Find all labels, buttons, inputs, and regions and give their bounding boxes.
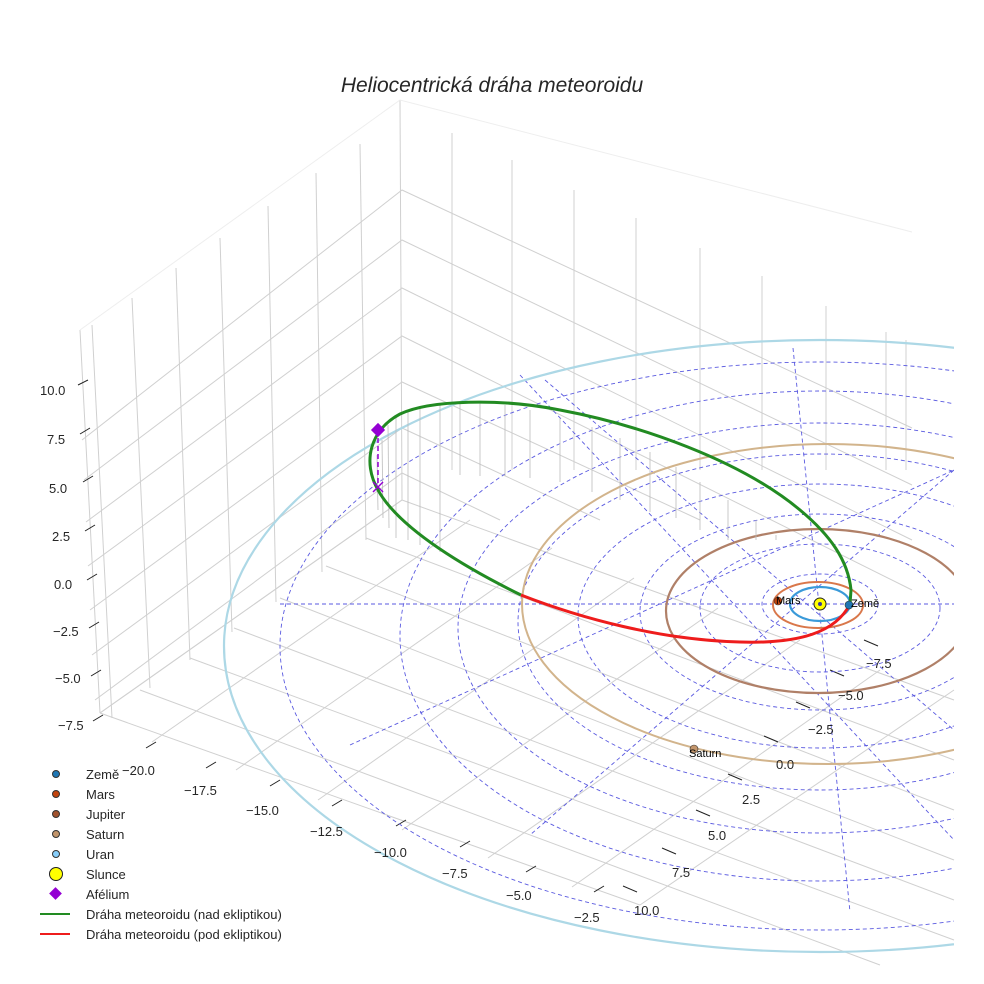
aphelion-diamond-icon	[49, 887, 62, 900]
y-tick-label: −5.0	[838, 688, 864, 703]
y-tick-label: 10.0	[634, 903, 660, 918]
saturn-orbit	[521, 443, 954, 765]
legend-item-jupiter[interactable]: Jupiter	[40, 804, 282, 824]
projection-lines	[376, 403, 777, 552]
x-tick-label: −12.5	[310, 824, 343, 839]
legend-item-sun[interactable]: Slunce	[40, 864, 282, 884]
y-tick-label: 0.0	[776, 757, 795, 772]
z-tick-label: 10.0	[40, 383, 66, 398]
jupiter-orbit	[664, 527, 954, 695]
uran-orbit	[223, 338, 954, 954]
mars-marker[interactable]	[773, 596, 783, 606]
earth-marker[interactable]	[844, 600, 854, 610]
sun-center-dot	[818, 602, 822, 606]
planet-orbits	[223, 338, 954, 954]
z-tick-label: −2.5	[53, 624, 79, 639]
legend-item-path-below[interactable]: Dráha meteoroidu (pod ekliptikou)	[40, 924, 282, 944]
y-tick-label: −2.5	[808, 722, 834, 737]
z-tick-label: −5.0	[55, 671, 81, 686]
mars-orbit	[772, 581, 864, 629]
x-tick-label: −7.5	[442, 866, 468, 881]
x-tick-label: −2.5	[574, 910, 600, 925]
z-tick-label: 0.0	[54, 577, 73, 592]
z-tick-label: 5.0	[49, 481, 68, 496]
legend-item-aphelion[interactable]: Afélium	[40, 884, 282, 904]
y-tick-label: 5.0	[708, 828, 727, 843]
aphelion-marker[interactable]	[370, 422, 386, 438]
tick-marks	[77, 379, 879, 893]
uran-dot-icon	[52, 850, 60, 858]
earth-label: Země	[851, 598, 879, 610]
legend: Země Mars Jupiter Saturn Uran Slunce Afé…	[40, 764, 282, 944]
sun-dot-icon	[49, 867, 63, 881]
green-line-icon	[40, 913, 70, 915]
x-tick-label: −20.0	[122, 763, 155, 778]
axes-grid	[79, 99, 955, 966]
x-tick-label: −15.0	[246, 803, 279, 818]
saturn-marker[interactable]	[689, 744, 699, 754]
axes-pane-edges	[79, 99, 913, 331]
earth-dot-icon	[52, 770, 60, 778]
z-tick-label: 2.5	[52, 529, 71, 544]
chart-title: Heliocentrická dráha meteoroidu	[340, 74, 644, 97]
saturn-label: Saturn	[689, 748, 721, 760]
meteoroid-path-below	[520, 593, 852, 644]
x-tick-label: −5.0	[506, 888, 532, 903]
x-tick-label: −17.5	[184, 783, 217, 798]
saturn-dot-icon	[52, 830, 60, 838]
red-line-icon	[40, 933, 70, 935]
legend-item-path-above[interactable]: Dráha meteoroidu (nad ekliptikou)	[40, 904, 282, 924]
aphelion-projection-x-icon	[372, 481, 384, 493]
jupiter-dot-icon	[52, 810, 60, 818]
z-tick-label: −7.5	[58, 718, 84, 733]
y-tick-label: 2.5	[742, 792, 761, 807]
meteoroid-path-above	[368, 400, 853, 605]
y-tick-label: −7.5	[866, 656, 892, 671]
legend-item-earth[interactable]: Země	[40, 764, 282, 784]
legend-item-uran[interactable]: Uran	[40, 844, 282, 864]
mars-label: Mars	[776, 595, 801, 607]
legend-item-saturn[interactable]: Saturn	[40, 824, 282, 844]
mars-dot-icon	[52, 790, 60, 798]
legend-item-mars[interactable]: Mars	[40, 784, 282, 804]
z-tick-label: 7.5	[47, 432, 66, 447]
y-tick-label: 7.5	[672, 865, 691, 880]
x-tick-label: −10.0	[374, 845, 407, 860]
